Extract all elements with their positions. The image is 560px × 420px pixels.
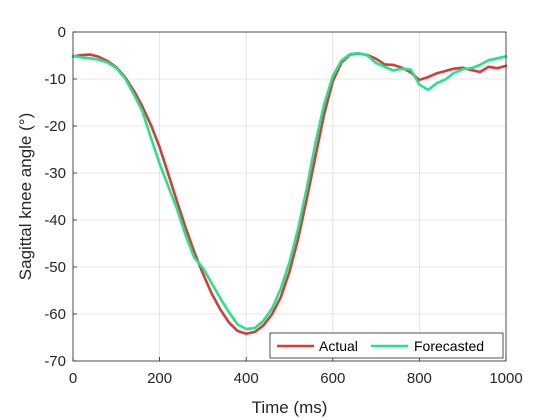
series-line-forecasted	[71, 51, 508, 331]
plot-frame	[72, 31, 507, 362]
y-tick-label: -70	[44, 353, 66, 370]
series-layer	[71, 51, 508, 336]
y-tick-label: -60	[44, 306, 66, 323]
x-tick-label: 0	[69, 370, 77, 387]
x-tick-label: 600	[320, 370, 345, 387]
legend-label-forecasted: Forecasted	[414, 338, 484, 354]
y-tick-label: -40	[44, 212, 66, 229]
x-axis-label: Time (ms)	[252, 398, 328, 417]
y-tick-label: -30	[44, 165, 66, 182]
y-tick-label: -10	[44, 71, 66, 88]
y-tick-label: -20	[44, 118, 66, 135]
y-tick-label: -50	[44, 259, 66, 276]
legend: Actual Forecasted	[269, 332, 504, 359]
y-axis-ticks: 0 -10 -20 -30 -40 -50 -60 -70	[44, 24, 77, 370]
x-tick-label: 1000	[489, 370, 522, 387]
x-tick-label: 200	[147, 370, 172, 387]
x-tick-label: 400	[234, 370, 259, 387]
y-tick-label: 0	[58, 24, 66, 41]
x-tick-label: 800	[407, 370, 432, 387]
x-axis-ticks: 0 200 400 600 800 1000	[69, 357, 523, 387]
y-axis-label: Sagittal knee angle (°)	[16, 113, 35, 280]
legend-label-actual: Actual	[319, 338, 358, 354]
series-line-actual	[71, 52, 508, 336]
